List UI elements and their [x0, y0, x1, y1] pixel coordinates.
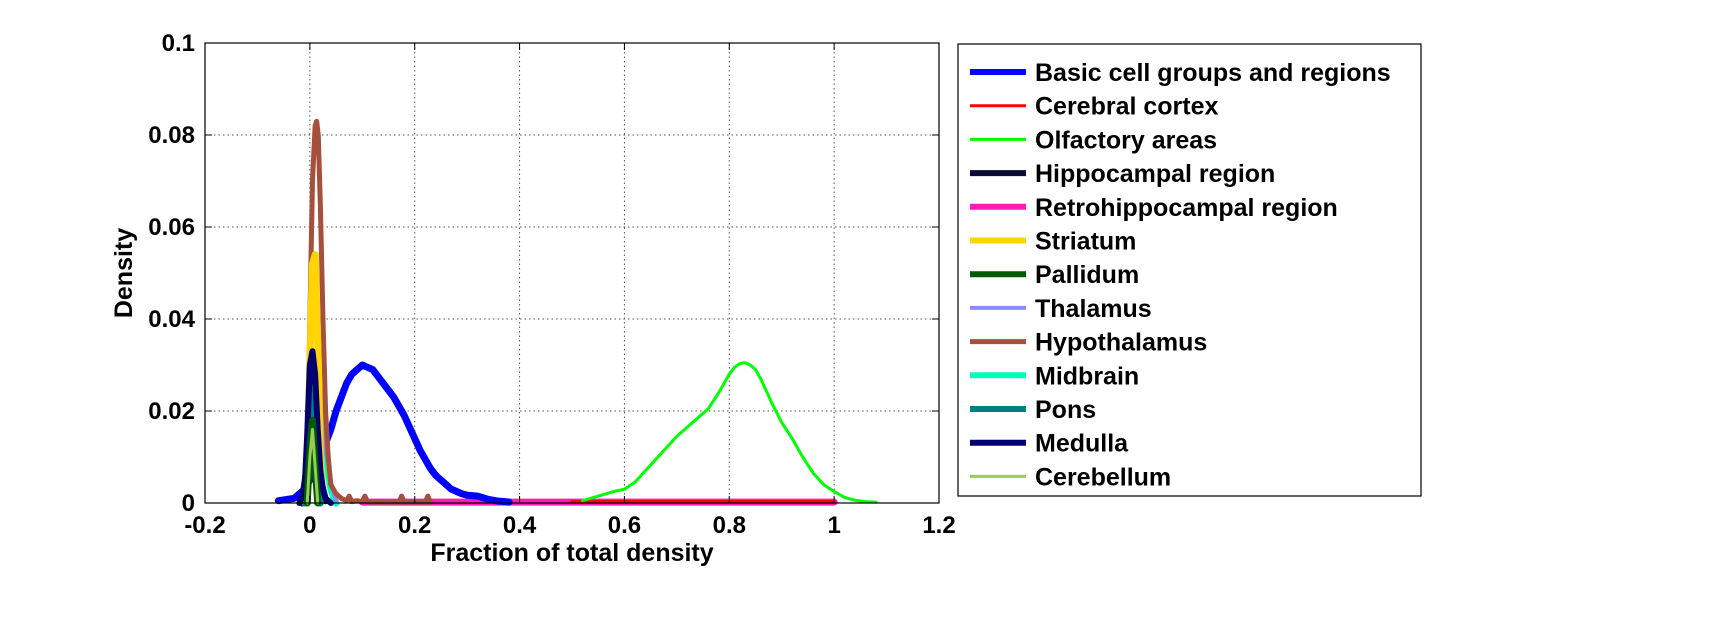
legend-box: [957, 43, 1422, 497]
x-axis-title: Fraction of total density: [430, 539, 713, 567]
y-tick-label: 0.06: [148, 214, 195, 241]
y-tick-label: 0: [182, 490, 195, 517]
legend-label: Medulla: [1035, 430, 1129, 458]
x-tick-label: 0.6: [608, 512, 641, 539]
legend-label: Cerebral cortex: [1035, 93, 1219, 121]
series-lines: [274, 118, 878, 507]
legend-label: Cerebellum: [1035, 463, 1171, 491]
legend: Basic cell groups and regions Cerebral co…: [957, 43, 1422, 497]
legend-label: Hippocampal region: [1035, 160, 1275, 188]
legend-label: Pons: [1035, 396, 1096, 424]
x-tick-label: 0.2: [398, 512, 431, 539]
legend-label: Hypothalamus: [1035, 329, 1207, 357]
y-tick-label: 0.08: [148, 122, 195, 149]
x-tick-label: 0: [303, 512, 316, 539]
tick-labels: -0.2 0 0.2 0.4 0.6 0.8 1 1.200.020.040.060.080.…: [148, 30, 955, 539]
axes: [204, 42, 940, 504]
x-tick-label: 0.4: [503, 512, 537, 539]
y-axis-title: Density: [110, 228, 138, 318]
x-tick-label: 1.2: [922, 512, 955, 539]
legend-label: Striatum: [1035, 228, 1136, 256]
x-tick-label: -0.2: [184, 512, 225, 539]
x-tick-label: 1: [827, 512, 840, 539]
legend-label: Pallidum: [1035, 261, 1139, 289]
legend-label: Olfactory areas: [1035, 126, 1217, 154]
legend-label: Basic cell groups and regions: [1035, 59, 1391, 87]
legend-label: Midbrain: [1035, 362, 1139, 390]
series-line-hypothalamus: [302, 118, 433, 506]
legend-label: Thalamus: [1035, 295, 1152, 323]
y-tick-label: 0.1: [162, 30, 195, 57]
axes-box: [204, 42, 940, 504]
series-line-cerebellum: [305, 427, 320, 505]
x-tick-label: 0.8: [713, 512, 746, 539]
legend-label: Retrohippocampal region: [1035, 194, 1338, 222]
y-tick-label: 0.04: [148, 306, 195, 333]
series-line-olfactory-areas: [580, 361, 878, 504]
y-tick-label: 0.02: [148, 398, 195, 425]
